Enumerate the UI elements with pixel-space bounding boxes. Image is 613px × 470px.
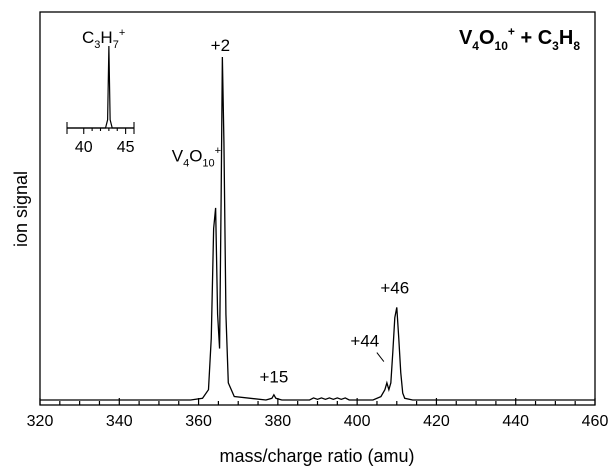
x-axis-tick-labels: 320 340 360 380 400 420 440 460 — [27, 413, 609, 430]
x-tick-label: 360 — [185, 413, 212, 430]
x-axis-label: mass/charge ratio (amu) — [219, 446, 414, 466]
x-tick-label: 380 — [265, 413, 292, 430]
text-segment: V — [459, 27, 473, 49]
peak-label: +15 — [259, 368, 288, 387]
text-segment: + — [508, 25, 515, 39]
text-segment: + — [119, 27, 125, 39]
inset-tick-label: 45 — [117, 139, 135, 156]
x-tick-label: 400 — [344, 413, 371, 430]
x-tick-label: 420 — [423, 413, 450, 430]
text-segment: H — [100, 28, 112, 47]
peak-label: +46 — [380, 278, 409, 297]
text-segment: 10 — [202, 157, 214, 169]
inset-tick-label: 40 — [75, 139, 93, 156]
text-segment: 7 — [113, 39, 119, 51]
x-tick-label: 340 — [106, 413, 133, 430]
text-segment: O — [189, 146, 202, 165]
peak-label: +2 — [211, 36, 230, 55]
y-axis-label: ion signal — [11, 171, 31, 247]
x-tick-label: 320 — [27, 413, 54, 430]
text-segment: H — [559, 27, 573, 49]
text-segment: C — [82, 28, 94, 47]
x-tick-label: 460 — [582, 413, 609, 430]
text-segment: V — [172, 146, 184, 165]
peak-label: +44 — [350, 332, 379, 351]
plot-area — [40, 12, 595, 405]
x-tick-label: 440 — [502, 413, 529, 430]
text-segment: + — [215, 145, 221, 157]
text-segment: 10 — [495, 39, 509, 53]
text-segment: 8 — [573, 39, 580, 53]
text-segment: O — [479, 27, 495, 49]
text-segment: + C — [515, 27, 552, 49]
